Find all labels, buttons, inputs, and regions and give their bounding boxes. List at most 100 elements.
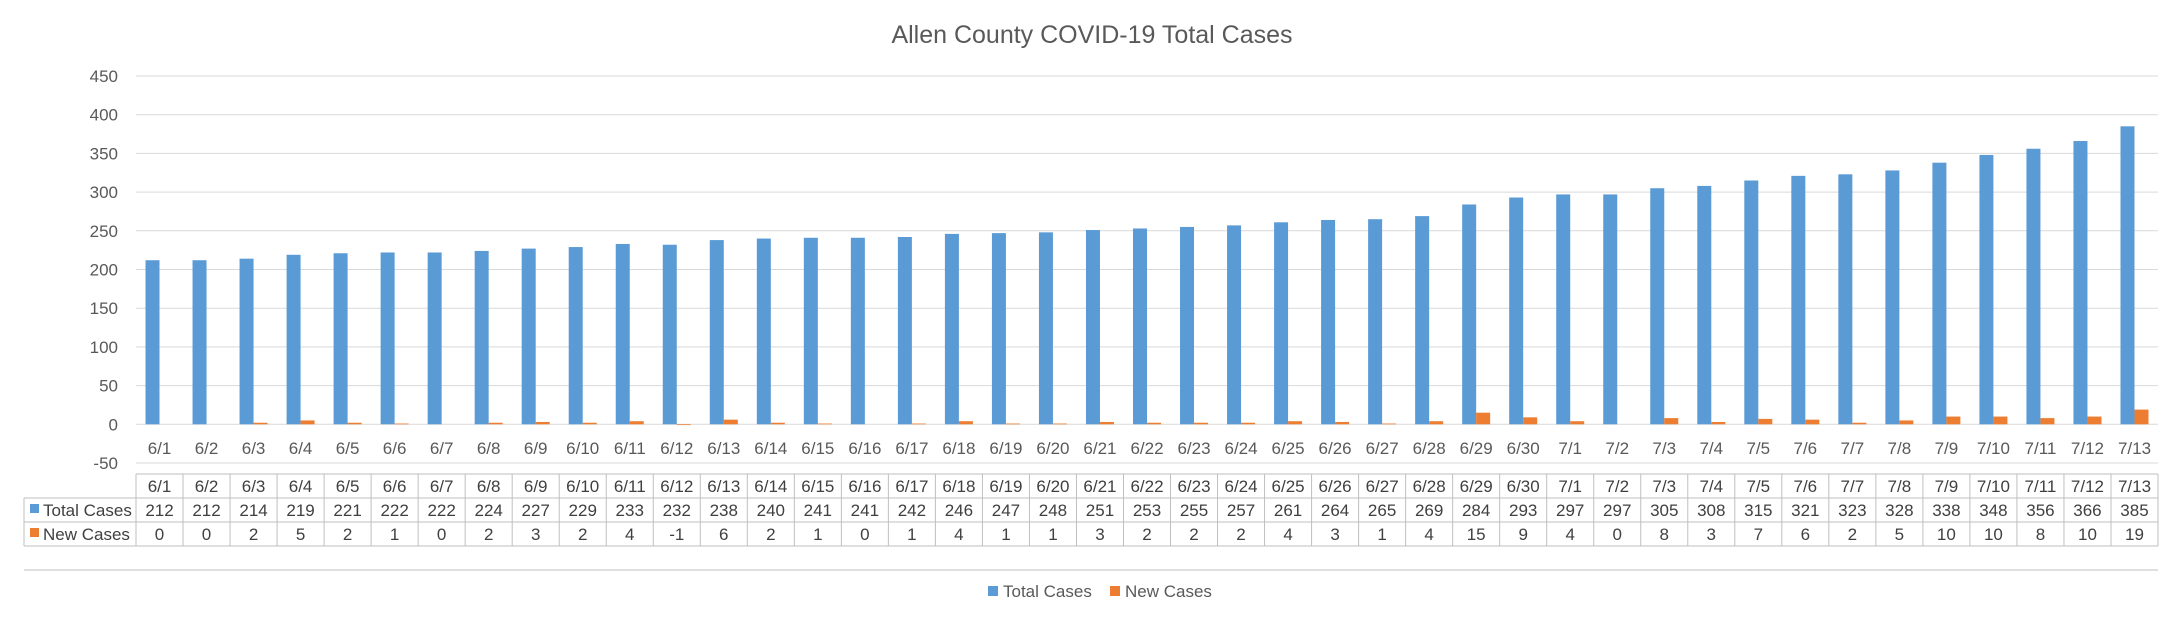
table-cell: 6	[719, 525, 728, 544]
bar-total-cases	[991, 233, 1006, 425]
legend: Total Cases New Cases	[988, 582, 1212, 601]
x-tick-label: 6/29	[1460, 439, 1493, 458]
bar-new-cases	[1899, 420, 1914, 425]
x-tick-label: 7/1	[1558, 439, 1582, 458]
table-header-cell: 6/14	[754, 477, 787, 496]
y-tick-label: -50	[93, 454, 118, 473]
table-cell: 9	[1518, 525, 1527, 544]
table-cell: 253	[1133, 501, 1161, 520]
x-tick-label: 6/15	[801, 439, 834, 458]
table-cell: 251	[1086, 501, 1114, 520]
x-tick-label: 6/12	[660, 439, 693, 458]
x-tick-label: 6/24	[1224, 439, 1257, 458]
x-tick-label: 6/8	[477, 439, 501, 458]
bar-new-cases	[1664, 418, 1679, 425]
table-cell: 4	[1424, 525, 1433, 544]
x-tick-label: 7/11	[2025, 439, 2057, 458]
table-cell: 2	[249, 525, 258, 544]
table-cell: 2	[1142, 525, 1151, 544]
table-cell: 1	[1048, 525, 1057, 544]
bar-new-cases	[2134, 409, 2149, 425]
table-header-cell: 6/28	[1413, 477, 1446, 496]
table-cell: 229	[569, 501, 597, 520]
bar-new-cases	[394, 423, 409, 425]
table-header-cell: 7/4	[1699, 477, 1723, 496]
data-table: 6/1 6/2 6/3 6/4 6/5 6/6 6/7 6/8 6/9 6/10 6/11 6/12 6…	[23, 473, 2159, 571]
table-cell: 338	[1932, 501, 1960, 520]
table-header-cell: 6/27	[1366, 477, 1399, 496]
x-tick-label: 6/9	[524, 439, 548, 458]
bar-total-cases	[568, 247, 583, 425]
table-header-cell: 7/5	[1746, 477, 1770, 496]
table-header-cell: 7/12	[2071, 477, 2104, 496]
bar-total-cases	[521, 248, 536, 425]
y-tick-label: 350	[90, 144, 118, 163]
table-cell: 212	[192, 501, 220, 520]
table-header-cell: 6/11	[614, 477, 646, 496]
bar-total-cases	[1744, 180, 1759, 425]
bar-new-cases	[488, 422, 503, 425]
bar-total-cases	[1462, 204, 1477, 425]
bar-new-cases	[535, 421, 550, 425]
table-cell: 284	[1462, 501, 1490, 520]
bar-total-cases	[756, 238, 771, 425]
x-tick-label: 7/4	[1699, 439, 1723, 458]
table-cell: 1	[813, 525, 822, 544]
table-cell: 348	[1979, 501, 2007, 520]
bar-new-cases	[2040, 418, 2055, 425]
table-header-cell: 6/21	[1083, 477, 1116, 496]
x-tick-label: 6/17	[895, 439, 928, 458]
x-tick-label: 6/23	[1177, 439, 1210, 458]
chart-title: Allen County COVID-19 Total Cases	[891, 21, 1292, 49]
table-cell: 4	[954, 525, 963, 544]
table-header-cell: 7/2	[1605, 477, 1629, 496]
table-header-cell: 7/8	[1888, 477, 1912, 496]
bar-new-cases	[770, 422, 785, 425]
table-cell: 4	[1283, 525, 1292, 544]
x-tick-label: 6/2	[195, 439, 219, 458]
y-tick-label: 300	[90, 183, 118, 202]
table-cell: 246	[945, 501, 973, 520]
table-cell: 222	[427, 501, 455, 520]
bar-total-cases	[944, 233, 959, 425]
table-series-label: New Cases	[43, 525, 130, 544]
table-cell: 257	[1227, 501, 1255, 520]
table-header-cell: 6/7	[430, 477, 454, 496]
table-legend-key	[30, 504, 39, 513]
bar-new-cases	[1194, 422, 1209, 425]
bar-total-cases	[1180, 226, 1195, 425]
x-tick-label: 6/26	[1319, 439, 1352, 458]
table-cell: -1	[669, 525, 684, 544]
table-header-cell: 6/4	[289, 477, 313, 496]
y-tick-label: 450	[90, 67, 118, 86]
table-cell: 2	[578, 525, 587, 544]
bar-new-cases	[253, 422, 268, 425]
table-cell: 321	[1791, 501, 1819, 520]
x-tick-label: 6/10	[566, 439, 599, 458]
table-cell: 4	[1565, 525, 1574, 544]
table-cell: 212	[145, 501, 173, 520]
x-tick-label: 7/13	[2118, 439, 2151, 458]
table-header-cell: 7/1	[1558, 477, 1582, 496]
bar-new-cases	[1711, 421, 1726, 425]
bar-total-cases	[427, 252, 442, 425]
table-cell: 0	[860, 525, 869, 544]
table-cell: 4	[625, 525, 634, 544]
table-cell: 0	[1612, 525, 1621, 544]
table-cell: 3	[531, 525, 540, 544]
x-tick-label: 7/8	[1888, 439, 1912, 458]
y-tick-label: 200	[90, 261, 118, 280]
bar-total-cases	[2026, 148, 2041, 425]
bar-new-cases	[1052, 423, 1067, 425]
y-axis: -50 0 50 100 150 200 250 300 350 400 450	[90, 67, 118, 473]
bar-total-cases	[239, 258, 254, 425]
table-cell: 5	[1895, 525, 1904, 544]
table-cell: 1	[907, 525, 916, 544]
table-cell: 8	[2036, 525, 2045, 544]
table-cell: 2	[343, 525, 352, 544]
bar-total-cases	[286, 254, 301, 425]
table-cell: 0	[437, 525, 446, 544]
bar-new-cases	[1805, 419, 1820, 425]
table-header-cell: 6/26	[1319, 477, 1352, 496]
table-header-cell: 6/5	[336, 477, 360, 496]
